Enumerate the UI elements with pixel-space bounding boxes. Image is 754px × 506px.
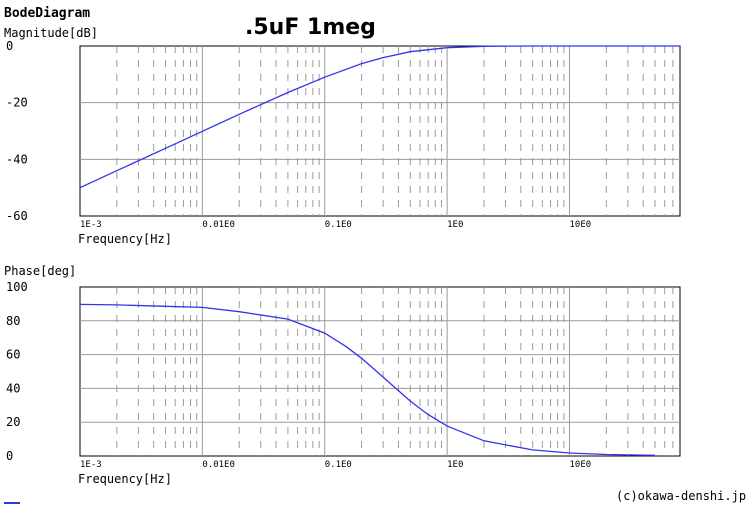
y-tick-label: 100 bbox=[6, 280, 28, 294]
x-tick-label: 0.01E0 bbox=[202, 220, 235, 230]
magnitude-y-axis-label: Magnitude[dB] bbox=[4, 26, 98, 40]
plot-annotation: .5uF 1meg bbox=[245, 15, 376, 40]
y-tick-label: 0 bbox=[6, 39, 13, 53]
y-tick-label: -60 bbox=[6, 209, 28, 223]
phase-plot-area bbox=[79, 286, 681, 457]
x-tick-label: 1E-3 bbox=[80, 220, 102, 230]
magnitude-plot: 0 -20 -40 -60 1E-3 0.01E0 0.1E0 1E0 10E0 Magnitud… bbox=[4, 26, 681, 246]
x-tick-label: 1E0 bbox=[447, 220, 463, 230]
y-tick-label: -20 bbox=[6, 96, 28, 110]
x-tick-label: 10E0 bbox=[569, 460, 591, 470]
x-tick-label: 10E0 bbox=[569, 220, 591, 230]
y-tick-label: 40 bbox=[6, 381, 20, 395]
y-tick-label: -40 bbox=[6, 152, 28, 166]
y-tick-label: 0 bbox=[6, 449, 13, 463]
phase-curve bbox=[79, 303, 656, 456]
x-tick-label: 1E0 bbox=[447, 460, 463, 470]
legend-marker bbox=[4, 502, 20, 504]
x-tick-label: 1E-3 bbox=[80, 460, 102, 470]
x-tick-label: 0.01E0 bbox=[202, 460, 235, 470]
y-tick-label: 60 bbox=[6, 348, 20, 362]
phase-x-axis-label: Frequency[Hz] bbox=[78, 472, 172, 486]
magnitude-x-axis-label: Frequency[Hz] bbox=[78, 232, 172, 246]
magnitude-curve bbox=[79, 45, 680, 189]
x-tick-label: 0.1E0 bbox=[325, 220, 352, 230]
phase-plot: 100 80 60 40 20 0 1E-3 0.01E0 0.1E0 1E0 10E0 Phase[… bbox=[4, 264, 681, 486]
app-title: BodeDiagram bbox=[4, 6, 90, 21]
magnitude-plot-area bbox=[79, 45, 681, 217]
y-tick-label: 20 bbox=[6, 415, 20, 429]
phase-y-axis-label: Phase[deg] bbox=[4, 264, 76, 278]
copyright-credit: (c)okawa-denshi.jp bbox=[616, 489, 746, 503]
y-tick-label: 80 bbox=[6, 314, 20, 328]
x-tick-label: 0.1E0 bbox=[325, 460, 352, 470]
